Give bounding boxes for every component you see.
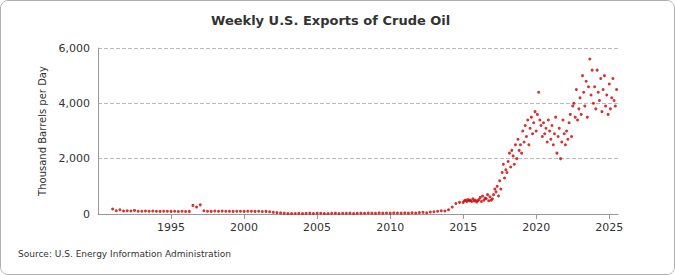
svg-text:6,000: 6,000 — [59, 42, 91, 55]
svg-text:2020: 2020 — [522, 221, 550, 234]
svg-text:2010: 2010 — [376, 221, 404, 234]
svg-text:2000: 2000 — [230, 221, 258, 234]
svg-text:Source: U.S. Energy Informatio: Source: U.S. Energy Information Administ… — [18, 249, 231, 259]
svg-text:0: 0 — [83, 208, 90, 221]
svg-text:2,000: 2,000 — [59, 152, 91, 165]
svg-text:2005: 2005 — [303, 221, 331, 234]
svg-text:4,000: 4,000 — [59, 97, 91, 110]
svg-text:1995: 1995 — [157, 221, 185, 234]
svg-text:2015: 2015 — [449, 221, 477, 234]
svg-text:Weekly U.S. Exports of Crude O: Weekly U.S. Exports of Crude Oil — [211, 13, 450, 28]
svg-text:Thousand Barrels per Day: Thousand Barrels per Day — [37, 66, 48, 197]
svg-text:2025: 2025 — [595, 221, 623, 234]
